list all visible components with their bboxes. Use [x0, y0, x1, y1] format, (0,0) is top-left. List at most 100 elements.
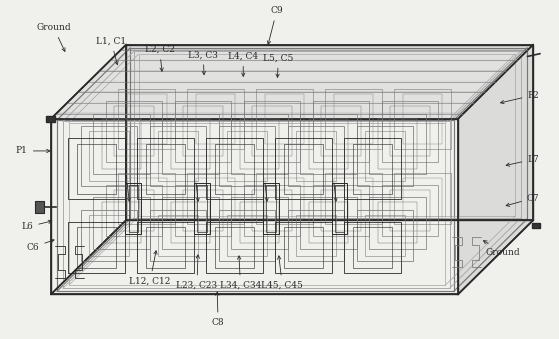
Bar	[321, 106, 361, 156]
Bar	[171, 119, 210, 169]
Bar	[309, 202, 348, 243]
Bar	[89, 131, 129, 181]
Text: L34, C34: L34, C34	[220, 256, 261, 290]
Bar	[231, 114, 288, 174]
Bar	[244, 185, 300, 236]
Polygon shape	[67, 102, 475, 103]
Bar	[283, 227, 323, 268]
Bar	[175, 101, 231, 162]
Bar	[357, 126, 413, 186]
Polygon shape	[121, 49, 528, 50]
Bar	[377, 119, 417, 169]
Bar	[196, 178, 235, 219]
Bar	[402, 94, 442, 144]
Bar	[369, 197, 425, 248]
Polygon shape	[458, 45, 533, 294]
Bar	[390, 106, 430, 156]
Text: L45, C45: L45, C45	[262, 256, 303, 290]
Bar	[81, 126, 138, 186]
Bar	[265, 178, 305, 219]
Bar	[390, 190, 430, 231]
Text: C7: C7	[506, 194, 539, 206]
Polygon shape	[88, 81, 496, 82]
Text: L23, C23: L23, C23	[177, 255, 217, 290]
Bar	[267, 185, 276, 232]
Bar	[257, 173, 313, 224]
Bar	[240, 119, 280, 169]
Bar	[382, 185, 438, 236]
Bar	[275, 222, 331, 273]
Bar	[296, 131, 336, 181]
Bar	[275, 138, 331, 199]
Bar	[106, 101, 163, 162]
Bar	[227, 215, 267, 256]
Bar	[394, 173, 451, 224]
Bar	[102, 202, 141, 243]
Bar	[332, 183, 348, 234]
Text: C9: C9	[267, 6, 283, 44]
Bar	[115, 106, 154, 156]
Bar	[171, 202, 210, 243]
Bar	[288, 210, 344, 261]
Bar	[46, 116, 55, 122]
Bar	[263, 183, 278, 234]
Bar	[312, 185, 369, 236]
Bar	[265, 94, 305, 144]
Bar	[382, 101, 438, 162]
Bar	[357, 210, 413, 261]
Bar	[334, 178, 373, 219]
Bar	[158, 131, 198, 181]
Bar	[119, 89, 175, 149]
Bar	[175, 185, 231, 236]
Bar	[300, 114, 357, 174]
Bar	[35, 201, 44, 213]
Bar	[81, 210, 138, 261]
Bar	[365, 215, 405, 256]
Text: C8: C8	[212, 292, 225, 326]
Bar	[77, 143, 116, 194]
Bar	[353, 227, 392, 268]
Bar	[162, 197, 219, 248]
Bar	[150, 210, 206, 261]
Text: P1: P1	[16, 146, 50, 155]
Bar	[344, 138, 401, 199]
Bar	[77, 227, 116, 268]
Text: L2, C2: L2, C2	[145, 45, 174, 71]
Bar	[309, 119, 348, 169]
Bar	[532, 222, 541, 228]
Text: L7: L7	[506, 155, 539, 166]
Bar	[162, 114, 219, 174]
Bar	[106, 185, 163, 236]
Bar	[231, 197, 288, 248]
Bar	[102, 119, 141, 169]
Bar	[219, 210, 275, 261]
Bar	[125, 183, 141, 234]
Bar	[206, 138, 263, 199]
Text: P2: P2	[500, 91, 539, 104]
Bar	[344, 222, 401, 273]
Bar	[288, 126, 344, 186]
Bar	[219, 126, 275, 186]
Text: Ground: Ground	[36, 23, 71, 52]
Bar	[244, 101, 300, 162]
Bar	[127, 94, 167, 144]
Polygon shape	[56, 113, 464, 114]
Bar	[93, 114, 150, 174]
Bar	[283, 143, 323, 194]
Bar	[394, 89, 451, 149]
Bar	[325, 173, 382, 224]
Bar	[252, 190, 292, 231]
Text: L5, C5: L5, C5	[263, 54, 293, 77]
Bar	[68, 138, 125, 199]
Bar	[402, 178, 442, 219]
Bar	[252, 106, 292, 156]
Bar	[119, 173, 175, 224]
Bar	[195, 183, 210, 234]
Bar	[93, 197, 150, 248]
Text: C6: C6	[27, 239, 54, 252]
Bar	[183, 190, 223, 231]
Bar	[158, 215, 198, 256]
Bar	[187, 173, 244, 224]
Bar	[369, 114, 425, 174]
Bar	[68, 222, 125, 273]
